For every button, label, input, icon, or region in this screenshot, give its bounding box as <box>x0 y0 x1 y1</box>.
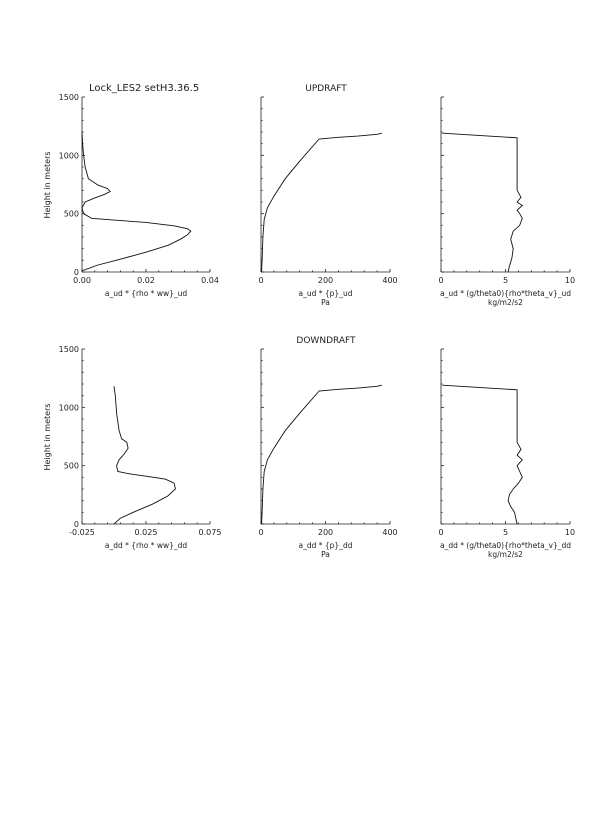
x-tick-label: 200 <box>318 528 333 537</box>
x-axis-label: a_dd * {rho * ww}_dd <box>105 541 188 550</box>
x-tick-label: 0 <box>258 276 263 285</box>
y-tick-label: 500 <box>64 210 79 219</box>
series-line-profile <box>81 131 192 272</box>
x-tick-label: 0.00 <box>73 276 91 285</box>
downdraft-title: DOWNDRAFT <box>296 336 356 346</box>
x-axis-unit-label: Pa <box>321 550 330 559</box>
y-tick-label: 1000 <box>59 403 79 412</box>
x-tick-label: 0 <box>438 528 443 537</box>
series-line-profile <box>113 386 176 525</box>
y-tick-label: 1500 <box>59 93 79 102</box>
series-line-profile <box>261 384 383 525</box>
y-tick-label: 500 <box>64 462 79 471</box>
series-line-profile <box>261 132 383 273</box>
x-tick-label: 5 <box>503 276 508 285</box>
panel-r0c2: 0 5 10 a_ud * (g/theta0){rho*theta_v}_udkg/… <box>438 96 575 307</box>
y-axis-label-downdraft: Height in meters <box>43 403 52 470</box>
x-tick-label: 0.025 <box>135 528 158 537</box>
x-axis-unit-label: kg/m2/s2 <box>488 298 523 307</box>
y-tick-label: 0 <box>74 520 79 529</box>
updraft-title: UPDRAFT <box>305 84 347 94</box>
series-line-profile <box>442 384 523 525</box>
y-axis-label-updraft: Height in meters <box>43 151 52 218</box>
x-axis-label: a_ud * (g/theta0){rho*theta_v}_ud <box>440 289 571 298</box>
x-tick-label: 0.02 <box>137 276 155 285</box>
series-line-profile <box>442 132 524 273</box>
run-label: Lock_LES2 setH3.36.5 <box>89 83 199 94</box>
x-axis-label: a_ud * {p}_ud <box>299 289 353 298</box>
x-tick-label: 10 <box>565 528 575 537</box>
x-axis-label: a_dd * {p}_dd <box>299 541 353 550</box>
x-tick-label: 10 <box>565 276 575 285</box>
x-tick-label: 0 <box>438 276 443 285</box>
y-tick-label: 0 <box>74 268 79 277</box>
x-tick-label: 400 <box>382 276 397 285</box>
x-axis-unit-label: kg/m2/s2 <box>488 550 523 559</box>
panel-r1c0: 0 500 1000 1500 -0.025 0.025 0.075 a_dd * {rho … <box>59 345 222 550</box>
panel-r1c2: 0 5 10 a_dd * (g/theta0){rho*theta_v}_ddkg/… <box>438 348 575 559</box>
x-tick-label: 0 <box>258 528 263 537</box>
y-tick-label: 1000 <box>59 151 79 160</box>
x-tick-label: 400 <box>382 528 397 537</box>
y-tick-label: 1500 <box>59 345 79 354</box>
x-axis-label: a_dd * (g/theta0){rho*theta_v}_dd <box>440 541 571 550</box>
x-axis-label: a_ud * {rho * ww}_ud <box>105 289 188 298</box>
x-tick-label: 200 <box>318 276 333 285</box>
x-axis-unit-label: Pa <box>321 298 330 307</box>
x-tick-label: 5 <box>503 528 508 537</box>
x-tick-label: 0.075 <box>199 528 222 537</box>
x-tick-label: 0.04 <box>201 276 219 285</box>
x-tick-label: -0.025 <box>69 528 95 537</box>
panel-r0c0: 0 500 1000 1500 0.00 0.02 0.04 a_ud * {rho * ww… <box>59 93 219 298</box>
